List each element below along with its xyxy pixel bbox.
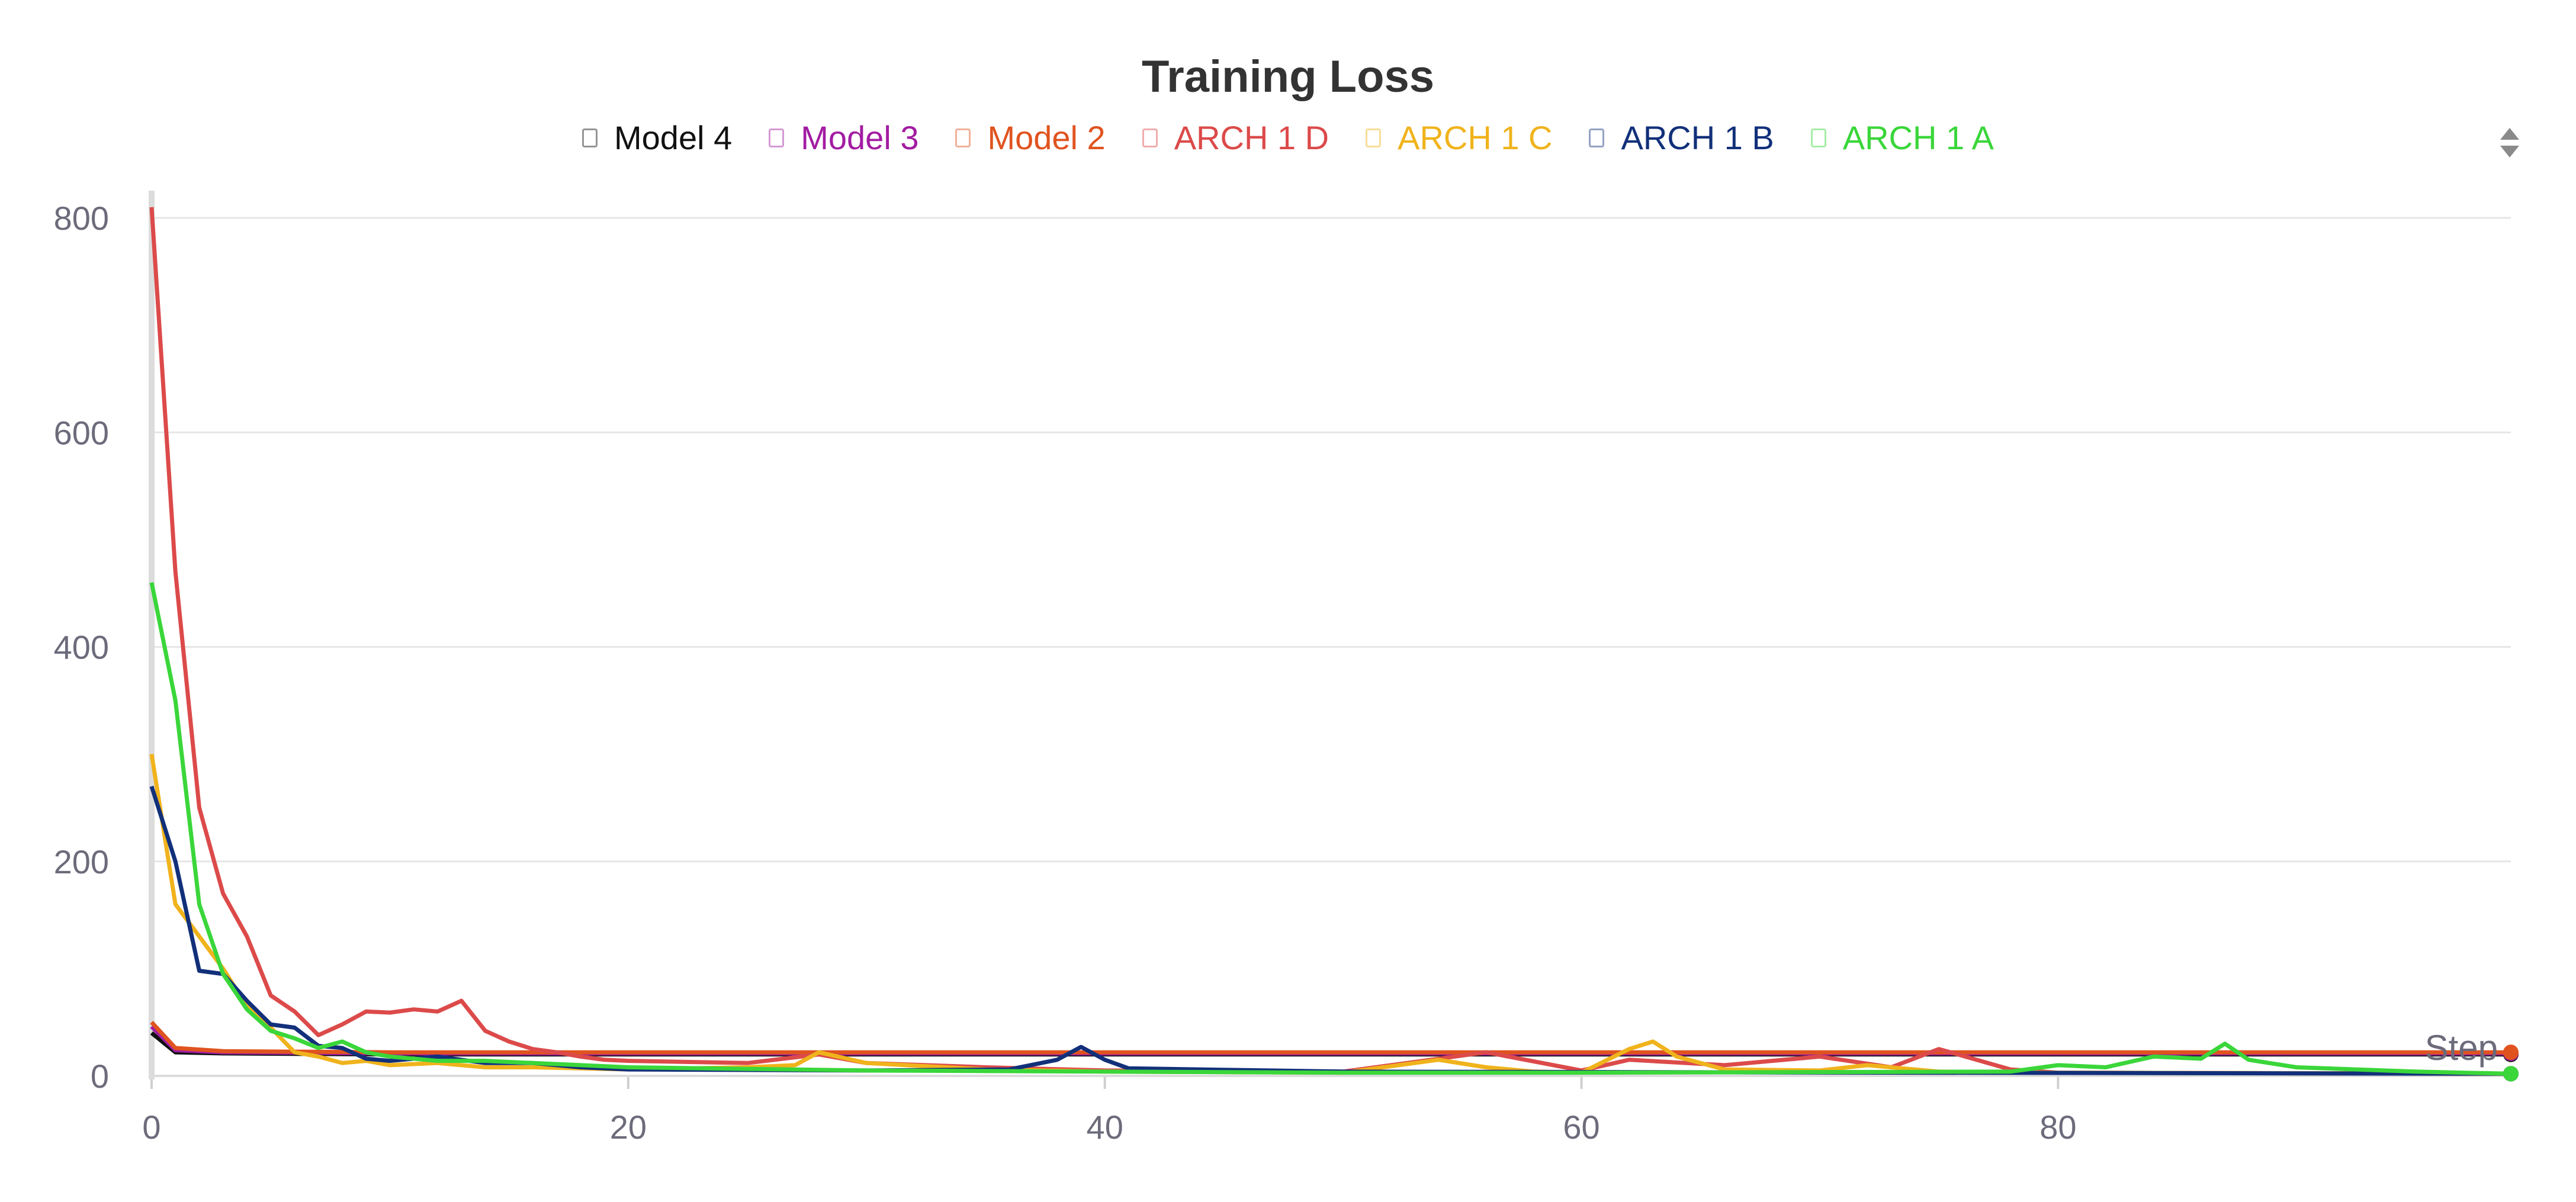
legend: Model 4 Model 3 Model 2 ARCH 1 D ARCH 1 … (0, 118, 2576, 157)
x-tick-label: 40 (1087, 1108, 1123, 1146)
legend-label: Model 3 (801, 119, 919, 156)
series-line-4 (149, 754, 2511, 1076)
chart-title: Training Loss (1141, 52, 1435, 102)
legend-checkbox[interactable] (769, 128, 785, 147)
legend-item[interactable]: ARCH 1 D (1142, 118, 1329, 157)
x-tick-label: 80 (2039, 1108, 2076, 1146)
series-line-6 (149, 582, 2511, 1076)
y-tick-labels: 0 200 400 600 800 (54, 200, 109, 1095)
legend-item[interactable]: ARCH 1 B (1589, 118, 1774, 157)
legend-item[interactable]: Model 4 (582, 118, 732, 157)
legend-checkbox[interactable] (582, 128, 598, 147)
x-axis-label: Step (2425, 1028, 2498, 1068)
y-tick-label: 600 (54, 414, 109, 451)
series-end-point-2 (2503, 1044, 2519, 1060)
legend-label: Model 2 (987, 119, 1106, 156)
x-tick-label: 0 (142, 1108, 160, 1146)
x-tick-label: 60 (1563, 1108, 1599, 1146)
x-tick-label: 20 (610, 1108, 647, 1146)
legend-label: ARCH 1 A (1842, 119, 1994, 156)
grid-lines (152, 217, 2511, 1077)
y-tick-label: 0 (91, 1058, 109, 1095)
series-end-point-6 (2503, 1066, 2519, 1082)
sort-arrows-icon[interactable] (2498, 127, 2522, 159)
legend-item[interactable]: Model 2 (955, 118, 1106, 157)
legend-label: ARCH 1 B (1621, 119, 1774, 156)
x-tick-labels: 0 20 40 60 80 (142, 1108, 2076, 1146)
axes (149, 191, 2511, 1089)
legend-label: ARCH 1 D (1174, 119, 1329, 156)
series-line-3 (149, 207, 2511, 1076)
legend-item[interactable]: ARCH 1 C (1366, 118, 1552, 157)
series-lines (149, 207, 2519, 1082)
legend-label: ARCH 1 C (1398, 119, 1553, 156)
legend-checkbox[interactable] (1142, 128, 1158, 147)
series-line-2 (150, 1021, 2511, 1055)
legend-checkbox[interactable] (955, 128, 971, 147)
y-tick-label: 400 (54, 629, 109, 666)
y-tick-label: 200 (54, 843, 109, 880)
legend-item[interactable]: Model 3 (769, 118, 918, 157)
y-tick-label: 800 (54, 200, 109, 237)
legend-checkbox[interactable] (1810, 128, 1826, 147)
legend-item[interactable]: ARCH 1 A (1810, 118, 1994, 157)
series-line-5 (149, 785, 2511, 1076)
legend-checkbox[interactable] (1589, 128, 1605, 147)
legend-label: Model 4 (614, 119, 733, 156)
legend-checkbox[interactable] (1366, 128, 1382, 147)
